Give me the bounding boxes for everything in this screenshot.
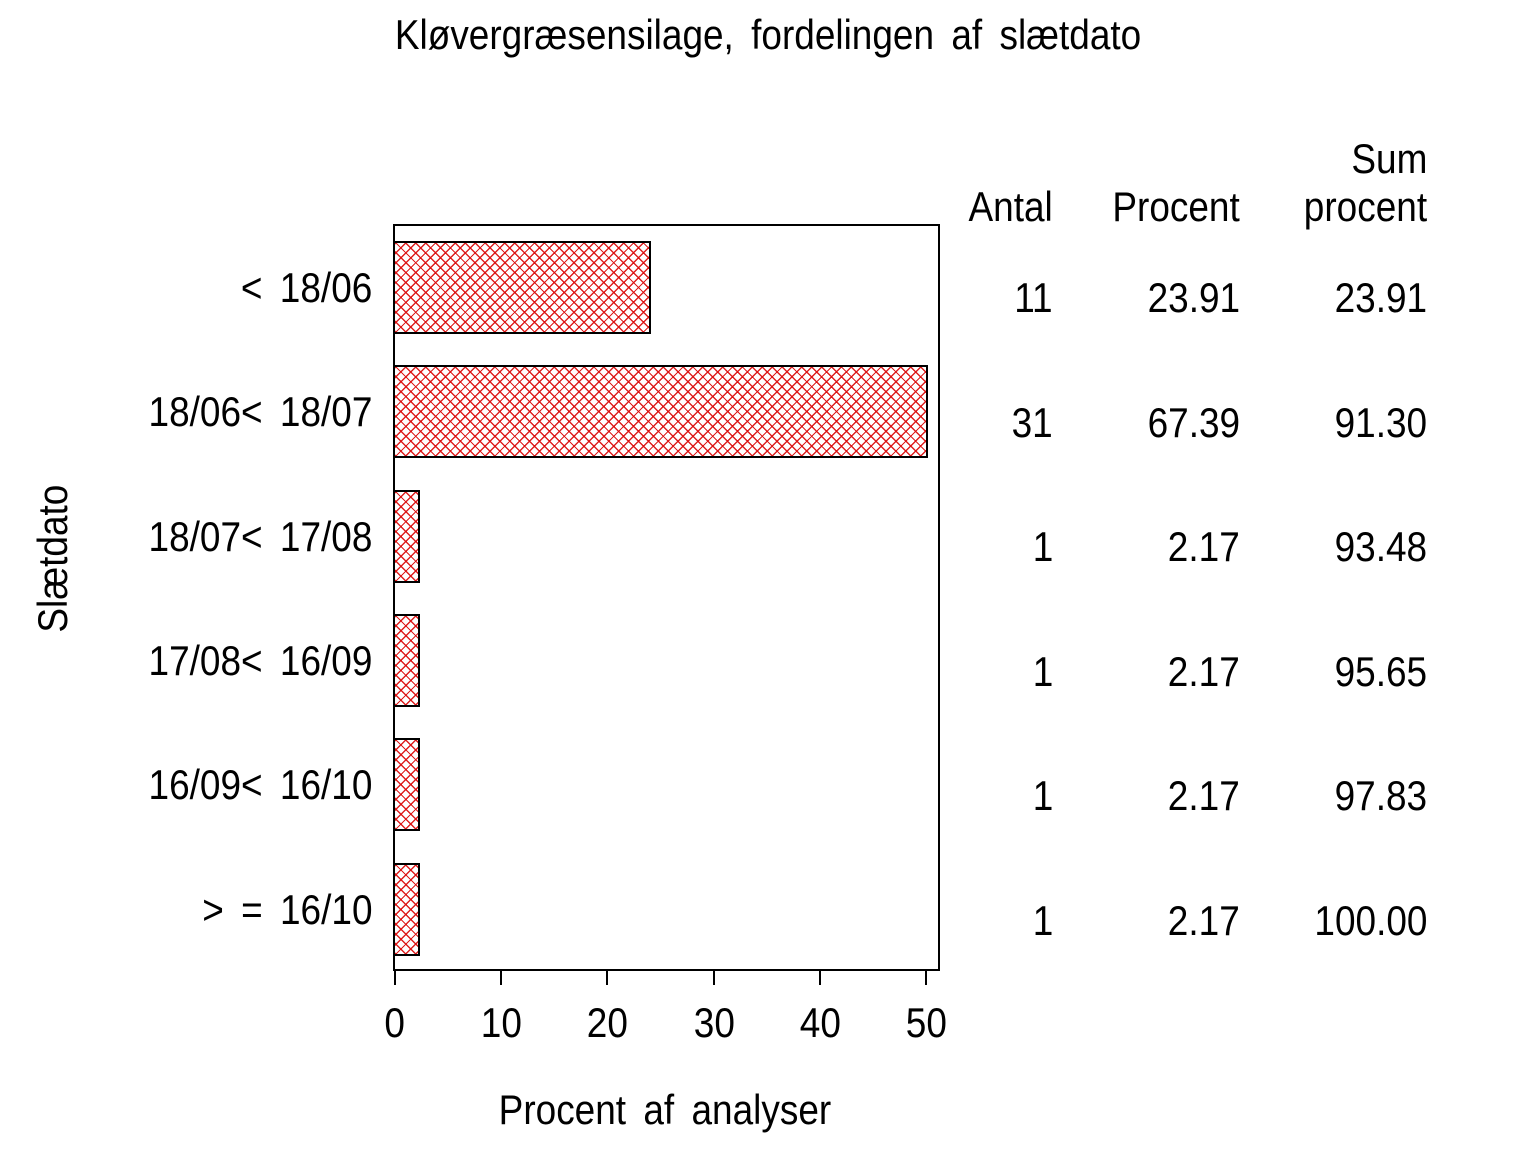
antal-value: 1: [1032, 772, 1053, 819]
antal-value: 31: [1011, 399, 1053, 446]
procent-value: 2.17: [1168, 523, 1240, 570]
category-label: 18/07< 17/08: [148, 513, 372, 560]
table-header-antal: Antal: [968, 183, 1053, 230]
x-tick: [500, 969, 502, 985]
sum-procent-value: 91.30: [1334, 399, 1427, 446]
x-tick-label: 10: [480, 999, 522, 1046]
sum-procent-value: 95.65: [1334, 648, 1427, 695]
x-tick: [925, 969, 927, 985]
antal-value: 1: [1032, 648, 1053, 695]
x-tick: [819, 969, 821, 985]
procent-value: 23.91: [1147, 274, 1240, 321]
procent-value: 2.17: [1168, 897, 1240, 944]
x-axis-title: Procent af analyser: [465, 1089, 865, 1131]
sum-procent-value: 97.83: [1334, 772, 1427, 819]
bar: [393, 863, 420, 956]
x-tick-label: 30: [693, 999, 735, 1046]
antal-value: 1: [1032, 523, 1053, 570]
sum-procent-value: 93.48: [1334, 523, 1427, 570]
plot-frame: [393, 224, 940, 971]
category-label: > = 16/10: [201, 886, 372, 933]
sum-procent-value: 23.91: [1334, 274, 1427, 321]
bar: [393, 241, 651, 334]
y-axis-title: Slætdato: [29, 485, 76, 633]
category-label: < 18/06: [240, 264, 372, 311]
table-header-sum-line2: procent: [1303, 183, 1427, 230]
x-tick: [606, 969, 608, 985]
procent-value: 67.39: [1147, 399, 1240, 446]
y-axis-title-text: Slætdato: [29, 484, 76, 633]
chart-title-text: Kløvergræsensilage, fordelingen af slætd…: [394, 11, 1142, 58]
x-tick-label: 50: [905, 999, 947, 1046]
x-tick-label: 20: [586, 999, 628, 1046]
bar: [393, 614, 420, 707]
sum-procent-value: 100.00: [1313, 897, 1427, 944]
category-label: 18/06< 18/07: [148, 388, 372, 435]
antal-value: 11: [1014, 274, 1053, 321]
procent-value: 2.17: [1168, 772, 1240, 819]
bar: [393, 738, 420, 831]
bar: [393, 490, 420, 583]
x-tick: [713, 969, 715, 985]
chart-title: Kløvergræsensilage, fordelingen af slætd…: [0, 14, 1536, 56]
x-axis-title-text: Procent af analyser: [498, 1086, 832, 1133]
category-label: 16/09< 16/10: [148, 761, 372, 808]
bar: [393, 365, 928, 458]
antal-value: 1: [1032, 897, 1053, 944]
table-header-sum-line1: Sum: [1351, 135, 1427, 182]
x-tick-label: 40: [799, 999, 841, 1046]
x-tick-label: 0: [384, 999, 406, 1046]
category-label: 17/08< 16/09: [148, 637, 372, 684]
procent-value: 2.17: [1168, 648, 1240, 695]
x-tick: [394, 969, 396, 985]
table-header-procent: Procent: [1112, 183, 1240, 230]
